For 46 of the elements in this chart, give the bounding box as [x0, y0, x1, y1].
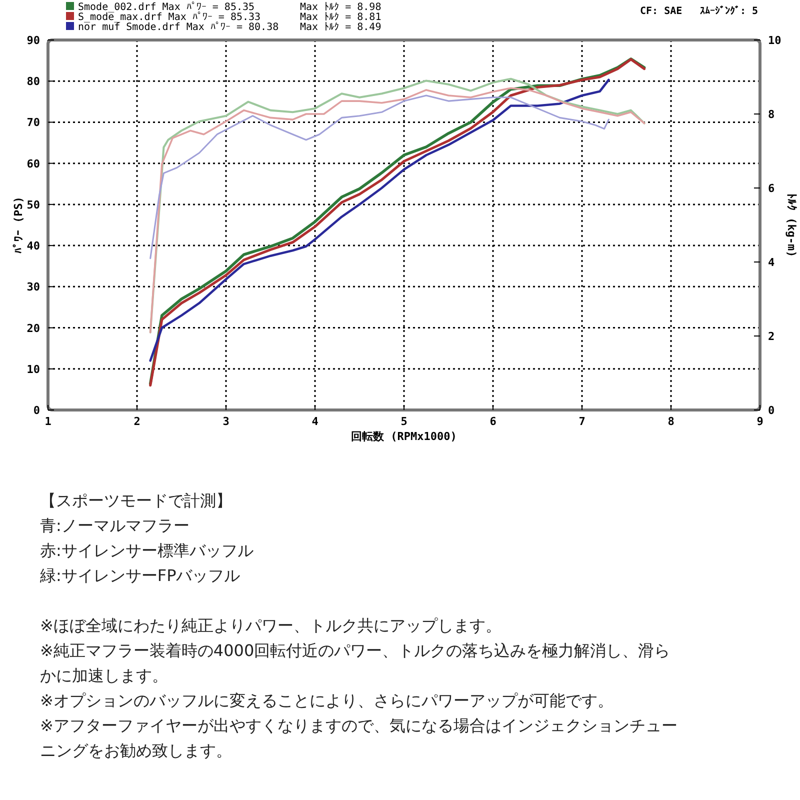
- y-tick-label: 80: [26, 75, 40, 88]
- text: CF: SAE: [640, 6, 682, 17]
- y-tick-label: 0: [33, 404, 40, 417]
- x-tick-label: 6: [490, 415, 497, 428]
- y2-tick-label: 10: [768, 34, 782, 47]
- x-tick-label: 4: [312, 415, 319, 428]
- x-axis-title: 回転数 (RPMx1000): [351, 430, 457, 443]
- y-tick-label: 70: [26, 116, 40, 130]
- y2-tick-label: 4: [768, 256, 775, 269]
- text: 【スポーツモードで計測】: [40, 490, 233, 512]
- y-tick-label: 10: [26, 362, 40, 376]
- line-series: [150, 94, 610, 260]
- y2-tick-label: 6: [768, 182, 775, 195]
- line-series: [149, 78, 610, 362]
- text: ｽﾑｰｼﾞﾝｸﾞ: 5: [700, 5, 758, 17]
- legend-label: S_mode_max.drf Max ﾊﾟﾜｰ = 85.33: [78, 12, 261, 23]
- y2-axis-title: ﾄﾙｸ (kg-m): [785, 192, 798, 258]
- text: Max ﾄﾙｸ = 8.49: [300, 22, 382, 33]
- y-tick-label: 90: [26, 34, 40, 47]
- x-tick-label: 9: [756, 415, 764, 428]
- text: Max ﾄﾙｸ = 8.98: [300, 2, 382, 13]
- text: ※ほぼ全域にわたり純正よりパワー、トルク共にアップします。: [40, 615, 502, 637]
- x-tick-label: 2: [134, 415, 140, 428]
- x-tick-label: 7: [578, 415, 586, 428]
- y2-tick-label: 2: [768, 330, 775, 343]
- x-tick-label: 8: [668, 415, 674, 428]
- text: 赤:サイレンサー標準バッフル: [40, 540, 254, 562]
- legend-label: nor muf Smode.drf Max ﾊﾟﾜｰ = 80.38: [78, 22, 279, 33]
- text: ※純正マフラー装着時の4000回転付近のパワー、トルクの落ち込みを極力解消し、滑らかに加速します。: [40, 640, 672, 687]
- y-tick-label: 60: [26, 157, 40, 170]
- y-tick-label: 30: [26, 280, 40, 294]
- x-tick-label: 5: [400, 415, 408, 428]
- y-tick-label: 50: [26, 198, 40, 212]
- x-tick-label: 3: [222, 415, 230, 428]
- text: 青:ノーマルマフラー: [40, 515, 190, 537]
- y2-tick-label: 8: [768, 108, 775, 121]
- y-tick-label: 40: [26, 240, 40, 253]
- legend-label: Smode_002.drf Max ﾊﾟﾜｰ = 85.35: [78, 2, 255, 13]
- text: Max ﾄﾙｸ = 8.81: [300, 12, 382, 23]
- x-tick-label: 1: [44, 415, 52, 428]
- text: 緑:サイレンサーFPバッフル: [40, 565, 242, 587]
- y-tick-label: 20: [26, 322, 40, 335]
- text: ※アフターファイヤーが出やすくなりますので、気になる場合はインジェクションチューニングをお勧め致します。: [40, 715, 678, 762]
- y2-tick-label: 0: [768, 404, 775, 417]
- text: ※オプションのバッフルに変えることにより、さらにパワーアップが可能です。: [40, 690, 614, 712]
- y-axis-title: ﾊﾟﾜｰ (PS): [12, 196, 25, 254]
